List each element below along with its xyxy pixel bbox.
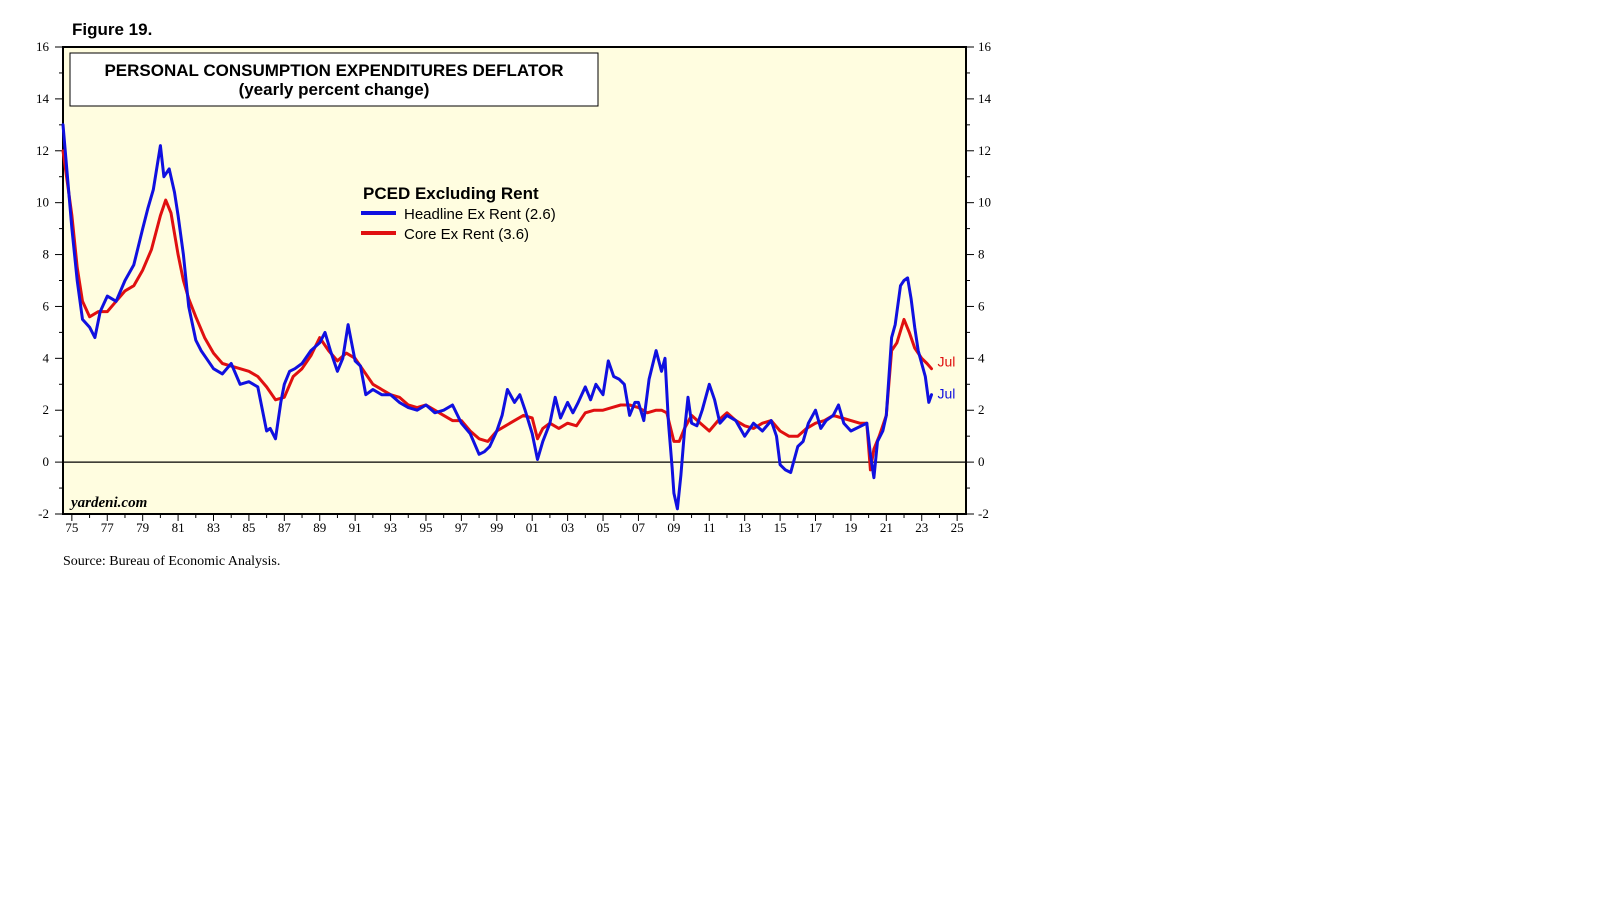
y-tick-label-left: -2 [38, 506, 49, 521]
x-tick-label: 87 [278, 520, 292, 535]
series-layer: Jul Jul [61, 123, 955, 511]
x-tick-label: 77 [101, 520, 115, 535]
y-tick-label-right: 4 [978, 350, 985, 365]
legend-title: PCED Excluding Rent [363, 184, 539, 203]
x-tick-label: 09 [667, 520, 680, 535]
x-tick-label: 21 [880, 520, 893, 535]
x-tick-label: 07 [632, 520, 646, 535]
y-tick-label-right: 10 [978, 195, 991, 210]
y-tick-label-right: 6 [978, 298, 985, 313]
end-label-core: Jul [937, 354, 955, 370]
y-tick-label-left: 0 [43, 454, 50, 469]
x-tick-label: 97 [455, 520, 469, 535]
y-tick-label-left: 8 [43, 247, 50, 262]
y-tick-label-right: 2 [978, 402, 985, 417]
x-tick-label: 11 [703, 520, 716, 535]
source-note: Source: Bureau of Economic Analysis. [63, 554, 280, 569]
chart-subtitle: (yearly percent change) [239, 80, 430, 99]
y-tick-label-right: 0 [978, 454, 985, 469]
y-tick-label-left: 2 [43, 402, 50, 417]
x-tick-label: 89 [313, 520, 326, 535]
y-tick-label-left: 14 [36, 91, 50, 106]
x-tick-label: 79 [136, 520, 149, 535]
y-tick-label-right: 14 [978, 91, 992, 106]
x-tick-label: 81 [172, 520, 185, 535]
y-tick-label-left: 4 [43, 350, 50, 365]
x-tick-label: 03 [561, 520, 574, 535]
y-tick-label-left: 6 [43, 298, 50, 313]
legend-label-core: Core Ex Rent (3.6) [404, 226, 529, 243]
x-tick-label: 23 [915, 520, 928, 535]
y-tick-label-right: -2 [978, 506, 989, 521]
x-tick-label: 17 [809, 520, 823, 535]
plot-area [62, 46, 967, 515]
x-tick-label: 93 [384, 520, 397, 535]
x-tick-label: 83 [207, 520, 220, 535]
y-tick-label-right: 8 [978, 247, 985, 262]
series-line-core [61, 149, 933, 472]
end-label-headline: Jul [937, 386, 955, 402]
x-tick-label: 85 [242, 520, 255, 535]
y-tick-label-right: 12 [978, 143, 991, 158]
title-box [69, 52, 599, 107]
legend-label-headline: Headline Ex Rent (2.6) [404, 206, 556, 223]
watermark: yardeni.com [69, 495, 147, 511]
x-tick-label: 05 [597, 520, 610, 535]
axis-ticks: 16 16 14 14 12 12 10 10 8 8 6 6 4 4 2 2 0 0 -2 -2 75 77 79 81 83… [36, 39, 992, 535]
figure-label: Figure 19. [72, 20, 152, 39]
legend: PCED Excluding Rent Headline Ex Rent (2.… [361, 184, 556, 243]
x-tick-label: 95 [419, 520, 432, 535]
x-tick-label: 99 [490, 520, 503, 535]
x-tick-label: 19 [844, 520, 857, 535]
x-tick-label: 15 [774, 520, 787, 535]
x-tick-label: 75 [65, 520, 78, 535]
x-tick-label: 25 [951, 520, 964, 535]
x-tick-label: 91 [349, 520, 362, 535]
y-tick-label-left: 16 [36, 39, 50, 54]
chart-title: PERSONAL CONSUMPTION EXPENDITURES DEFLAT… [104, 61, 563, 80]
y-tick-label-left: 10 [36, 195, 49, 210]
y-tick-label-right: 16 [978, 39, 992, 54]
series-line-headline [61, 123, 933, 511]
y-tick-label-left: 12 [36, 143, 49, 158]
x-tick-label: 13 [738, 520, 751, 535]
x-tick-label: 01 [526, 520, 539, 535]
